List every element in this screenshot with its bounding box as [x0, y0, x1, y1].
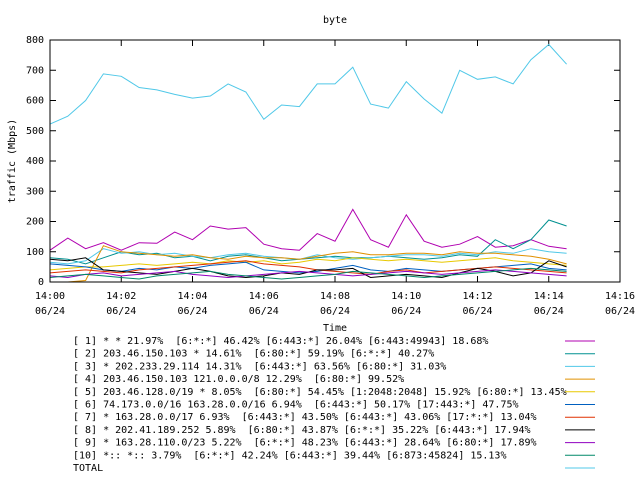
- x-tick-label: 06/24: [106, 306, 136, 317]
- x-tick-label: 06/24: [605, 306, 635, 317]
- y-tick-label: 200: [26, 217, 44, 228]
- legend-label: [ 7] * 163.28.0.0/17 6.93% [6:443:*] 43.…: [73, 412, 537, 423]
- legend-label: [ 3] * 202.233.29.114 14.31% [6:443:*] 6…: [73, 361, 446, 372]
- x-tick-label: 06/24: [35, 306, 65, 317]
- y-tick-label: 700: [26, 65, 44, 76]
- x-tick-label: 14:14: [534, 291, 564, 302]
- x-tick-label: 14:08: [320, 291, 350, 302]
- legend-label: [ 1] * * 21.97% [6:*:*] 46.42% [6:443:*]…: [73, 336, 488, 347]
- x-tick-label: 14:10: [391, 291, 421, 302]
- y-axis-label: traffic (Mbps): [7, 119, 18, 203]
- y-tick-label: 500: [26, 126, 44, 137]
- y-tick-label: 400: [26, 156, 44, 167]
- legend-label: [10] *:: *:: 3.79% [6:*:*] 42.24% [6:443…: [73, 450, 506, 461]
- series-line: [49, 269, 567, 279]
- x-tick-label: 06/24: [391, 306, 421, 317]
- x-tick-label: 06/24: [320, 306, 350, 317]
- y-tick-label: 300: [26, 186, 44, 197]
- legend-label: [ 8] * 202.41.189.252 5.89% [6:80:*] 43.…: [73, 425, 531, 436]
- x-tick-label: 06/24: [462, 306, 492, 317]
- legend-label: TOTAL: [73, 463, 103, 474]
- legend-label: [ 9] * 163.28.110.0/23 5.22% [6:*:*] 48.…: [73, 438, 537, 449]
- x-tick-label: 14:12: [462, 291, 492, 302]
- x-axis-label: Time: [323, 323, 347, 334]
- x-tick-label: 06/24: [177, 306, 207, 317]
- x-tick-label: 06/24: [534, 306, 564, 317]
- x-tick-label: 06/24: [249, 306, 279, 317]
- y-tick-label: 800: [26, 35, 44, 46]
- x-tick-label: 14:00: [35, 291, 65, 302]
- legend-label: [ 2] 203.46.150.103 * 14.61% [6:80:*] 59…: [73, 349, 434, 360]
- x-tick-label: 14:06: [249, 291, 279, 302]
- series-line: [49, 208, 567, 251]
- series-line: [50, 245, 567, 283]
- x-tick-label: 14:02: [106, 291, 136, 302]
- y-tick-label: 600: [26, 96, 44, 107]
- legend-label: [ 4] 203.46.150.103 121.0.0.0/8 12.29% […: [73, 374, 404, 385]
- legend-label: [ 5] 203.46.128.0/19 * 8.05% [6:80:*] 54…: [73, 387, 567, 398]
- x-tick-label: 14:04: [177, 291, 207, 302]
- chart-title: byte: [323, 15, 347, 26]
- x-tick-label: 14:16: [605, 291, 635, 302]
- y-tick-label: 100: [26, 247, 44, 258]
- series-line: [49, 248, 567, 265]
- plot-border: [49, 39, 621, 283]
- series-line: [49, 260, 567, 275]
- series-line: [49, 43, 567, 125]
- series-line: [49, 257, 567, 271]
- legend-label: [ 6] 74.173.0.0/16 163.28.0.0/16 6.94% […: [73, 400, 519, 411]
- y-tick-label: 0: [38, 277, 44, 288]
- series-line: [49, 267, 567, 280]
